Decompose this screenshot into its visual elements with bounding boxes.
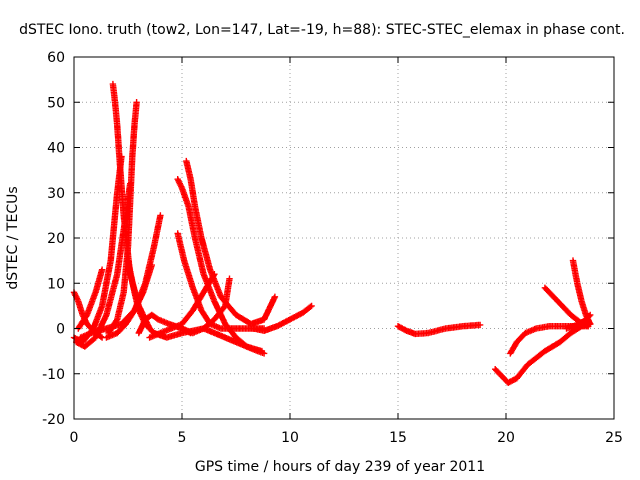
x-tick-label: 5 xyxy=(178,430,187,446)
chart-title: dSTEC Iono. truth (tow2, Lon=147, Lat=-1… xyxy=(19,22,625,38)
x-tick-label: 25 xyxy=(605,430,623,446)
y-tick-label: -10 xyxy=(42,367,65,383)
series-markers xyxy=(178,275,233,337)
series-markers xyxy=(250,302,315,334)
x-tick-label: 15 xyxy=(389,430,407,446)
series-group xyxy=(70,80,594,386)
y-tick-label: 0 xyxy=(56,322,65,338)
y-axis-label: dSTEC / TECUs xyxy=(5,186,21,289)
series-markers xyxy=(146,271,218,341)
x-tick-label: 20 xyxy=(497,430,515,446)
series-markers xyxy=(563,311,594,332)
y-tick-labels: -20 -10 0 10 20 30 40 50 60 xyxy=(42,50,65,428)
data-series xyxy=(183,157,279,328)
data-series xyxy=(75,266,106,332)
data-series xyxy=(563,311,594,332)
y-tick-label: 40 xyxy=(47,141,65,157)
y-tick-label: -20 xyxy=(42,412,65,428)
y-tick-label: 60 xyxy=(47,50,65,66)
series-markers xyxy=(394,321,484,338)
y-tick-label: 30 xyxy=(47,186,65,202)
x-tick-label: 0 xyxy=(70,430,79,446)
x-axis-label: GPS time / hours of day 239 of year 2011 xyxy=(195,459,485,475)
axis-ticks xyxy=(73,56,615,420)
y-tick-label: 20 xyxy=(47,231,65,247)
x-tick-label: 10 xyxy=(281,430,299,446)
data-series xyxy=(178,275,233,337)
series-markers xyxy=(73,180,134,350)
data-series xyxy=(73,180,134,350)
data-series xyxy=(146,271,218,341)
data-series xyxy=(174,230,268,332)
data-series xyxy=(250,302,315,334)
y-tick-label: 50 xyxy=(47,95,65,111)
series-markers xyxy=(174,230,268,332)
x-tick-labels: 0 5 10 15 20 25 xyxy=(70,430,623,446)
data-series xyxy=(394,321,484,338)
y-tick-label: 10 xyxy=(47,276,65,292)
